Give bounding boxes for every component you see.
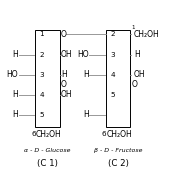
Text: CH₂OH: CH₂OH <box>107 130 132 139</box>
Text: H: H <box>83 111 89 119</box>
Text: H: H <box>61 70 67 79</box>
Text: O: O <box>61 80 67 89</box>
Text: OH: OH <box>61 50 73 59</box>
Text: 6: 6 <box>102 131 107 137</box>
Text: CH₂OH: CH₂OH <box>134 30 160 39</box>
Text: 4: 4 <box>40 92 44 98</box>
Text: 5: 5 <box>110 92 115 98</box>
Bar <box>106 30 130 127</box>
Text: H: H <box>12 90 18 99</box>
Bar <box>35 30 60 127</box>
Text: O: O <box>61 30 67 39</box>
Text: OH: OH <box>134 70 146 79</box>
Text: O: O <box>132 80 138 89</box>
Text: HO: HO <box>77 50 89 59</box>
Text: β - D - Fructose: β - D - Fructose <box>94 148 142 153</box>
Text: (C 1): (C 1) <box>37 159 58 168</box>
Text: OH: OH <box>61 90 73 99</box>
Text: 3: 3 <box>40 72 44 78</box>
Text: 4: 4 <box>110 72 115 78</box>
Text: 2: 2 <box>110 31 115 37</box>
Text: CH₂OH: CH₂OH <box>36 130 61 139</box>
Text: 6: 6 <box>31 131 36 137</box>
Text: α - D - Glucose: α - D - Glucose <box>24 148 71 153</box>
Text: (C 2): (C 2) <box>108 159 128 168</box>
Text: H: H <box>134 50 140 59</box>
Text: 1: 1 <box>132 25 135 30</box>
Text: H: H <box>83 70 89 79</box>
Text: 5: 5 <box>40 112 44 118</box>
Text: H: H <box>12 50 18 59</box>
Text: 2: 2 <box>40 52 44 57</box>
Text: 1: 1 <box>40 31 44 37</box>
Text: H: H <box>12 111 18 119</box>
Text: HO: HO <box>6 70 18 79</box>
Text: 3: 3 <box>110 52 115 57</box>
